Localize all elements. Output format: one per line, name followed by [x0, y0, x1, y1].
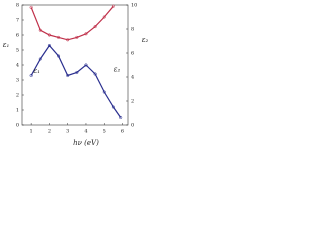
data-point [93, 25, 97, 29]
data-point [84, 32, 88, 36]
data-point [102, 90, 106, 94]
y2-tick-label: 2 [131, 99, 134, 105]
y-tick-label: 6 [16, 33, 19, 39]
y2-axis-label: ε₂ [142, 36, 149, 44]
series-line [30, 44, 122, 118]
x-tick-label: 1 [30, 129, 33, 135]
y-tick-label: 3 [16, 78, 19, 84]
y-tick-label: 4 [16, 63, 19, 69]
data-point [38, 57, 42, 61]
data-point [102, 15, 106, 19]
data-point [93, 72, 97, 76]
y2-tick-label: 10 [131, 3, 137, 9]
data-point [66, 38, 70, 42]
x-tick-label: 3 [66, 129, 69, 135]
y-tick-label: 1 [16, 108, 19, 114]
x-axis-label: hν (eV) [73, 139, 99, 147]
y2-tick-label: 0 [131, 123, 134, 129]
y-tick-label: 0 [16, 123, 19, 129]
data-point [57, 54, 61, 58]
chart: hν (eV) ε₁ ε₂ 1 2 3 4 5 6 0 1 2 3 4 5 6 7 8 0 2 4 6 8 10 ε₁ ε₂ [3, 3, 149, 148]
data-point [75, 35, 79, 39]
x-tick-label: 6 [121, 129, 124, 135]
data-point [47, 33, 51, 37]
data-point [111, 4, 115, 8]
y-tick-label: 2 [16, 93, 19, 99]
data-point [75, 70, 79, 75]
y2-tick-label: 4 [131, 75, 134, 81]
y-axis-label: ε₁ [3, 41, 10, 49]
data-point [29, 73, 33, 78]
x-tick-label: 4 [84, 129, 87, 135]
data-point [38, 28, 42, 32]
x-tick-label: 2 [48, 129, 51, 135]
y2-tick-label: 6 [131, 51, 134, 57]
y-tick-label: 8 [16, 3, 19, 9]
data-point [66, 73, 70, 78]
data-point [57, 35, 61, 39]
series-line [30, 5, 114, 41]
annotation: ε₂ [114, 66, 121, 74]
y2-tick-label: 8 [131, 27, 134, 33]
data-point [111, 105, 115, 109]
x-tick-label: 5 [103, 129, 106, 135]
data-point [29, 5, 33, 9]
data-point [119, 115, 123, 120]
data-point [47, 43, 51, 48]
data-point [84, 63, 88, 67]
y-tick-label: 5 [16, 48, 19, 54]
annotation: ε₁ [33, 67, 40, 75]
y-tick-label: 7 [16, 18, 19, 24]
